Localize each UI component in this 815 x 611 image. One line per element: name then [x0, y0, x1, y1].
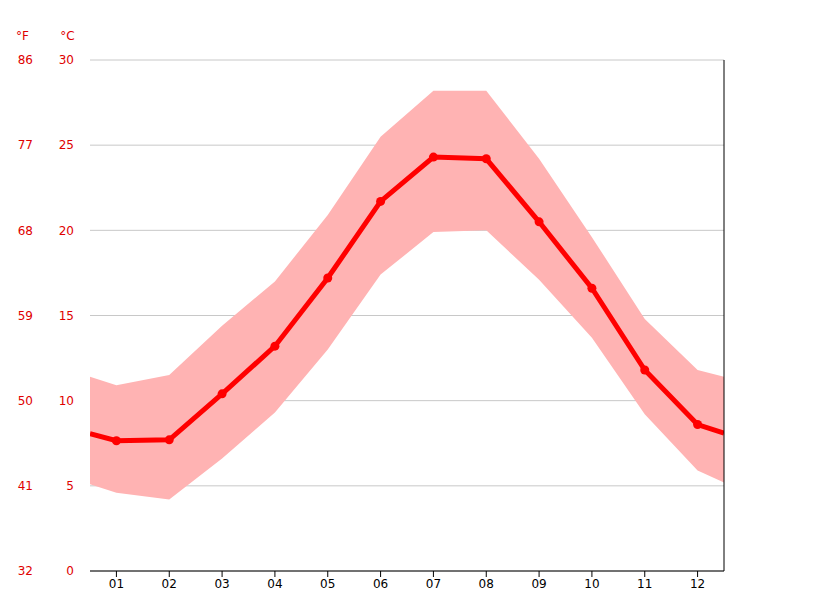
svg-text:05: 05: [320, 577, 335, 591]
svg-text:11: 11: [637, 577, 652, 591]
svg-text:02: 02: [162, 577, 177, 591]
svg-text:03: 03: [214, 577, 229, 591]
svg-text:10: 10: [584, 577, 599, 591]
svg-text:09: 09: [531, 577, 546, 591]
svg-text:50: 50: [18, 394, 33, 408]
svg-text:25: 25: [59, 138, 74, 152]
svg-text:20: 20: [59, 224, 74, 238]
svg-text:10: 10: [59, 394, 74, 408]
svg-text:86: 86: [18, 53, 33, 67]
svg-text:°F: °F: [16, 29, 29, 43]
svg-text:07: 07: [426, 577, 441, 591]
svg-text:°C: °C: [60, 29, 74, 43]
svg-text:77: 77: [18, 138, 33, 152]
svg-text:06: 06: [373, 577, 388, 591]
svg-text:15: 15: [59, 309, 74, 323]
svg-text:68: 68: [18, 224, 33, 238]
svg-text:01: 01: [109, 577, 124, 591]
svg-text:08: 08: [479, 577, 494, 591]
svg-text:12: 12: [690, 577, 705, 591]
svg-text:0: 0: [66, 564, 74, 578]
svg-text:04: 04: [267, 577, 282, 591]
svg-text:30: 30: [59, 53, 74, 67]
svg-text:41: 41: [18, 479, 33, 493]
svg-text:32: 32: [18, 564, 33, 578]
svg-text:5: 5: [66, 479, 74, 493]
svg-text:59: 59: [18, 309, 33, 323]
